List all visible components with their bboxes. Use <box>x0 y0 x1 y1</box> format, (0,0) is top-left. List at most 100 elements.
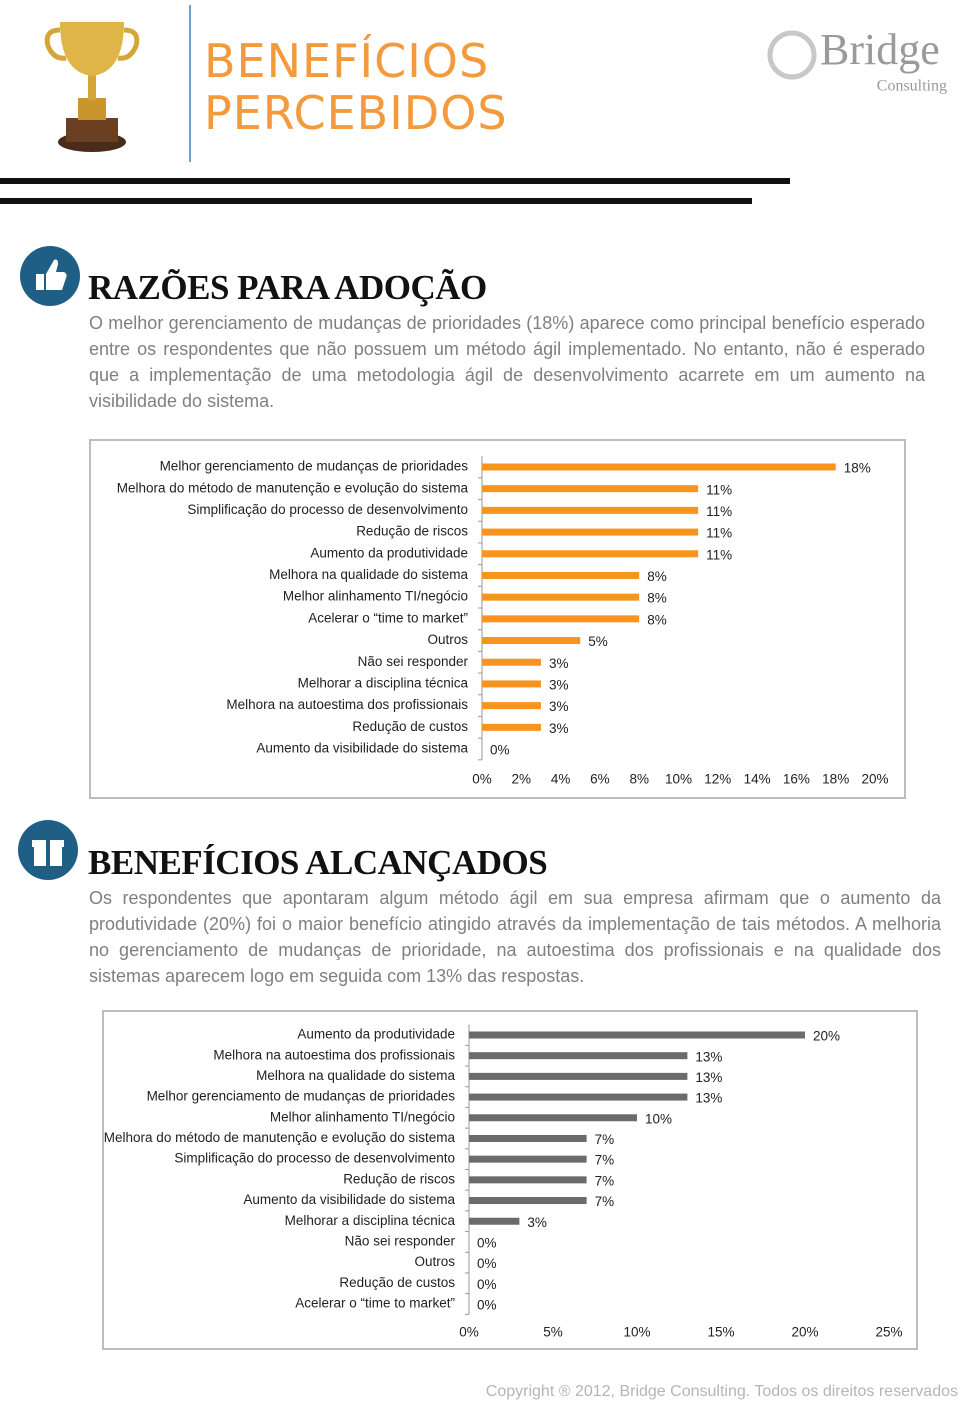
logo: Bridge <box>820 25 940 74</box>
value-label: 8% <box>647 569 667 584</box>
trophy-icon <box>44 22 140 152</box>
category-label: Melhora na qualidade do sistema <box>256 1068 455 1083</box>
category-label: Redução de riscos <box>356 524 468 539</box>
bar <box>469 1072 688 1080</box>
value-label: 3% <box>549 699 569 714</box>
bar <box>482 680 541 688</box>
value-label: 11% <box>706 526 732 541</box>
rule <box>0 198 752 204</box>
bar <box>482 485 699 493</box>
bar <box>482 702 541 710</box>
value-label: 0% <box>477 1256 497 1271</box>
value-label: 7% <box>595 1194 615 1209</box>
bar <box>469 1217 520 1225</box>
category-label: Redução de custos <box>339 1275 455 1290</box>
bar <box>482 506 699 514</box>
x-tick-label: 2% <box>512 772 532 787</box>
category-label: Acelerar o “time to market” <box>308 610 468 625</box>
x-tick-label: 5% <box>543 1325 563 1340</box>
bar <box>482 528 699 536</box>
category-label: Simplificação do processo de desenvolvim… <box>187 502 468 517</box>
bar <box>469 1134 587 1142</box>
value-label: 11% <box>706 504 732 519</box>
value-label: 13% <box>695 1049 722 1064</box>
value-label: 7% <box>595 1153 615 1168</box>
logo-sub: Consulting <box>877 78 947 95</box>
category-label: Melhor alinhamento TI/negócio <box>270 1109 455 1124</box>
value-label: 13% <box>695 1091 722 1106</box>
value-label: 0% <box>477 1298 497 1313</box>
bar <box>482 593 640 601</box>
category-label: Não sei responder <box>358 654 469 669</box>
chart: 0% 2% 4% 6% 8% 10% 12% 14% 16% 18% 20%Melhor geren… <box>117 456 889 787</box>
value-label: 3% <box>549 721 569 736</box>
value-label: 8% <box>647 591 667 606</box>
page-title: PERCEBIDOS <box>204 86 508 140</box>
category-label: Aumento da produtividade <box>297 1027 455 1042</box>
value-label: 13% <box>695 1070 722 1085</box>
value-label: 5% <box>588 634 608 649</box>
bar <box>482 550 699 558</box>
x-tick-label: 12% <box>704 772 731 787</box>
value-label: 18% <box>844 461 871 476</box>
value-label: 10% <box>645 1111 672 1126</box>
bar <box>469 1114 637 1122</box>
value-label: 11% <box>706 482 732 497</box>
value-label: 3% <box>527 1215 547 1230</box>
x-tick-label: 14% <box>744 772 771 787</box>
value-label: 3% <box>549 656 569 671</box>
category-label: Simplificação do processo de desenvolvim… <box>174 1151 455 1166</box>
chart: 0% 5% 10% 15% 20% 25% Aumento da produtividade… <box>104 1024 903 1340</box>
x-tick-label: 10% <box>665 772 692 787</box>
bar <box>469 1197 587 1205</box>
category-label: Melhor gerenciamento de mudanças de prio… <box>160 459 469 474</box>
value-label: 0% <box>490 743 510 758</box>
section-text: Os respondentes que apontaram algum méto… <box>89 888 941 986</box>
bar <box>469 1052 688 1060</box>
chart-frame <box>102 1010 918 1350</box>
bar <box>469 1093 688 1101</box>
category-label: Melhorar a disciplina técnica <box>298 675 469 690</box>
rule <box>0 178 790 184</box>
category-label: Aumento da produtividade <box>310 545 468 560</box>
footer: Copyright ® 2012, Bridge Consulting. Tod… <box>485 1383 958 1400</box>
value-label: 0% <box>477 1277 497 1292</box>
value-label: 8% <box>647 612 667 627</box>
value-label: 0% <box>477 1235 497 1250</box>
header-graphics: Bridge Consulting <box>0 5 947 204</box>
category-label: Melhor alinhamento TI/negócio <box>283 589 468 604</box>
section-text: O melhor gerenciamento de mudanças de pr… <box>89 313 925 411</box>
category-label: Aumento da visibilidade do sistema <box>243 1192 455 1207</box>
bar <box>469 1155 587 1163</box>
category-label: Outros <box>414 1254 455 1269</box>
x-tick-label: 10% <box>623 1325 650 1340</box>
category-label: Melhorar a disciplina técnica <box>285 1213 456 1228</box>
x-tick-label: 16% <box>783 772 810 787</box>
value-label: 7% <box>595 1173 615 1188</box>
value-label: 11% <box>706 547 732 562</box>
value-label: 7% <box>595 1132 615 1147</box>
x-tick-label: 15% <box>707 1325 734 1340</box>
x-tick-label: 0% <box>459 1325 479 1340</box>
category-label: Outros <box>427 632 468 647</box>
bar <box>482 637 581 645</box>
bar <box>482 571 640 579</box>
category-label: Melhor gerenciamento de mudanças de prio… <box>147 1089 456 1104</box>
bar <box>482 615 640 623</box>
x-tick-label: 20% <box>791 1325 818 1340</box>
page-title: BENEFÍCIOS <box>204 34 490 88</box>
category-label: Melhora do método de manutenção e evoluç… <box>104 1130 456 1145</box>
value-label: 20% <box>813 1029 840 1044</box>
bar <box>482 658 541 666</box>
x-tick-label: 6% <box>590 772 610 787</box>
bar <box>469 1031 805 1039</box>
bar <box>469 1176 587 1184</box>
x-tick-label: 25% <box>875 1325 902 1340</box>
thumb-icon <box>20 246 80 306</box>
x-tick-label: 20% <box>861 772 888 787</box>
category-label: Melhora na autoestima dos profissionais <box>226 697 468 712</box>
x-tick-label: 0% <box>472 772 492 787</box>
category-label: Melhora do método de manutenção e evoluç… <box>117 480 469 495</box>
section-title: BENEFÍCIOS ALCANÇADOS <box>88 843 548 882</box>
